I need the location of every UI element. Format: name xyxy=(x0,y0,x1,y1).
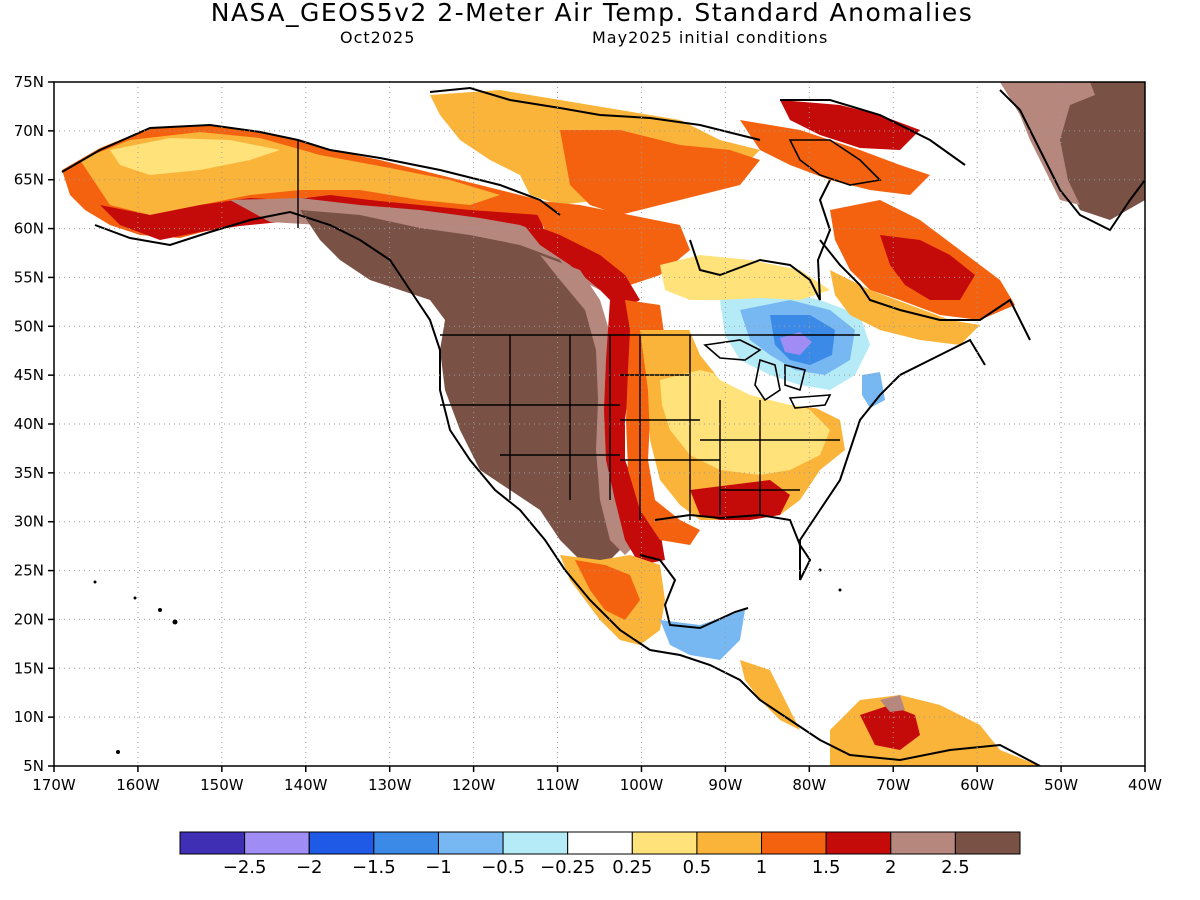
hudson-west-red xyxy=(520,220,640,310)
baffin-orange xyxy=(740,120,930,195)
lat-tick-label: 75N xyxy=(14,73,44,91)
lat-tick-label: 25N xyxy=(14,562,44,580)
colorbar-swatch xyxy=(244,831,310,855)
colorbar-swatch xyxy=(696,831,763,855)
baffin-red xyxy=(780,100,920,150)
greenland-light-brown xyxy=(1000,82,1095,205)
colorbar-label: −2.5 xyxy=(223,857,267,878)
forecast-month: Oct2025 xyxy=(340,28,416,47)
lon-tick-label: 90W xyxy=(708,776,742,794)
lon-tick-label: 40W xyxy=(1128,776,1162,794)
lat-lon-grid xyxy=(54,82,1145,766)
central-us-yellow xyxy=(660,370,830,475)
alaska-yellow xyxy=(110,138,280,175)
central-america-warm xyxy=(740,660,800,730)
colorbar-swatch xyxy=(761,831,827,855)
colorbar-swatch xyxy=(825,831,892,855)
colorbar-swatch xyxy=(308,831,375,855)
lon-tick-label: 80W xyxy=(792,776,826,794)
mexico-orange xyxy=(575,560,640,620)
quebec-cold-deep xyxy=(780,332,812,355)
coastlines xyxy=(61,86,1145,766)
hudson-west-orange xyxy=(530,200,690,285)
lat-tick-label: 30N xyxy=(14,513,44,531)
colorbar xyxy=(179,831,1021,855)
plains-red xyxy=(604,300,665,565)
plains-orange xyxy=(625,300,700,545)
labrador-warm xyxy=(830,270,980,345)
lon-tick-label: 120W xyxy=(452,776,496,794)
lat-tick-label: 70N xyxy=(14,122,44,140)
colorbar-label: 0.5 xyxy=(683,857,712,878)
colorbar-label: 2.5 xyxy=(941,857,970,878)
new-england-cold xyxy=(862,372,885,408)
colorbar-labels: −2.5 −2 −1.5 −1 −0.5 −0.25 0.25 0.5 1 1.5 2 2.5 xyxy=(223,857,970,878)
lon-tick-label: 170W xyxy=(32,776,76,794)
colorbar-label: 1.5 xyxy=(812,857,841,878)
south-america-brown xyxy=(880,695,905,712)
colorbar-swatch xyxy=(502,831,569,855)
lat-tick-label: 40N xyxy=(14,415,44,433)
colorbar-label: −1 xyxy=(425,857,452,878)
lat-tick-label: 45N xyxy=(14,366,44,384)
colorbar-label: −2 xyxy=(296,857,323,878)
colorbar-label: 2 xyxy=(885,857,896,878)
west-coast-brown xyxy=(300,210,630,560)
lon-tick-label: 160W xyxy=(116,776,160,794)
colorbar-swatch xyxy=(179,831,246,855)
colorbar-swatch xyxy=(631,831,698,855)
lon-tick-label: 100W xyxy=(620,776,664,794)
lon-tick-label: 110W xyxy=(536,776,580,794)
labrador-red xyxy=(880,235,975,300)
lat-tick-label: 15N xyxy=(14,659,44,677)
colorbar-label: 0.25 xyxy=(612,857,652,878)
islands xyxy=(93,568,842,754)
initial-conditions: May2025 initial conditions xyxy=(592,28,829,47)
lat-tick-label: 50N xyxy=(14,317,44,335)
colorbar-swatch xyxy=(954,831,1021,855)
colorbar-swatch xyxy=(373,831,439,855)
map-title: NASA_GEOS5v2 2-Meter Air Temp. Standard … xyxy=(210,0,974,27)
lat-tick-label: 60N xyxy=(14,220,44,238)
colorbar-label: −0.5 xyxy=(481,857,525,878)
colorbar-swatch xyxy=(437,831,504,855)
colorbar-swatch xyxy=(890,831,956,855)
latitude-axis: 75N 70N 65N 60N 55N 50N 45N 40N 35N 30N 25N 20N 15N 1… xyxy=(14,73,54,775)
south-america-red xyxy=(860,705,920,750)
lon-tick-label: 50W xyxy=(1044,776,1078,794)
lat-tick-label: 5N xyxy=(23,757,44,775)
lat-tick-label: 35N xyxy=(14,464,44,482)
arctic-islands-orange xyxy=(560,130,760,215)
lon-tick-label: 60W xyxy=(960,776,994,794)
longitude-axis: 170W 160W 150W 140W 130W 120W 110W 100W 90W 80W 70… xyxy=(32,766,1162,794)
lat-tick-label: 10N xyxy=(14,708,44,726)
colorbar-swatch xyxy=(567,831,633,855)
lat-tick-label: 65N xyxy=(14,171,44,189)
lon-tick-label: 130W xyxy=(368,776,412,794)
colorbar-label: −0.25 xyxy=(540,857,595,878)
lon-tick-label: 150W xyxy=(200,776,244,794)
yucatan-cold xyxy=(660,610,745,660)
lon-tick-label: 140W xyxy=(284,776,328,794)
lon-tick-label: 70W xyxy=(876,776,910,794)
great-lakes xyxy=(703,139,882,409)
colorbar-label: 1 xyxy=(756,857,767,878)
lat-tick-label: 55N xyxy=(14,268,44,286)
lat-tick-label: 20N xyxy=(14,610,44,628)
colorbar-label: −1.5 xyxy=(352,857,396,878)
